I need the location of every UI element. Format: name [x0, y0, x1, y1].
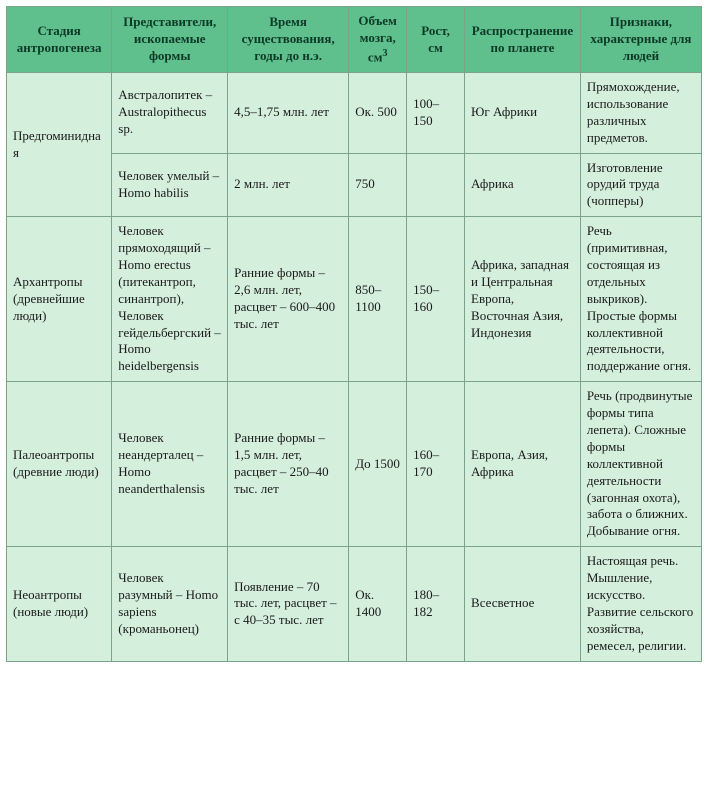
cell-stage: Предгоминидная — [7, 73, 112, 217]
cell-time: Ранние формы – 1,5 млн. лет, расцвет – 2… — [228, 382, 349, 547]
cell-time: 4,5–1,75 млн. лет — [228, 73, 349, 154]
cell-features: Изготовление орудий труда (чопперы) — [580, 153, 701, 217]
col-header-spread: Распространение по планете — [465, 7, 581, 73]
cell-height — [407, 153, 465, 217]
cell-time: Появление – 70 тыс. лет, расцвет – с 40–… — [228, 547, 349, 661]
col-header-stage: Стадия антропогенеза — [7, 7, 112, 73]
cell-spread: Африка, западная и Центральная Европа, В… — [465, 217, 581, 382]
cell-spread: Юг Африки — [465, 73, 581, 154]
cell-time: 2 млн. лет — [228, 153, 349, 217]
col-header-time: Время существования, годы до н.э. — [228, 7, 349, 73]
cell-spread: Европа, Азия, Африка — [465, 382, 581, 547]
cell-brain: 850–1100 — [349, 217, 407, 382]
table-row: Предгоминидная Австралопитек – Australop… — [7, 73, 702, 154]
cell-brain: Ок. 500 — [349, 73, 407, 154]
cell-spread: Всесветное — [465, 547, 581, 661]
cell-features: Речь (примитивная, состоящая из отдельны… — [580, 217, 701, 382]
cell-repr: Человек умелый – Homo habilis — [112, 153, 228, 217]
cell-features: Речь (продвинутые формы типа лепета). Сл… — [580, 382, 701, 547]
col-header-features: Признаки, характерные для людей — [580, 7, 701, 73]
cell-features: Настоящая речь. Мышление, искусство. Раз… — [580, 547, 701, 661]
cell-features: Прямохождение, использование различных п… — [580, 73, 701, 154]
cell-repr: Австралопитек – Australopithecus sp. — [112, 73, 228, 154]
cell-repr: Человек прямоходящий – Homo erectus (пит… — [112, 217, 228, 382]
cell-height: 160–170 — [407, 382, 465, 547]
col-header-height: Рост, см — [407, 7, 465, 73]
cell-height: 180–182 — [407, 547, 465, 661]
cell-repr: Человек неандерталец – Homo neanderthale… — [112, 382, 228, 547]
cell-height: 100–150 — [407, 73, 465, 154]
table-header-row: Стадия антропогенеза Представители, иско… — [7, 7, 702, 73]
cell-spread: Африка — [465, 153, 581, 217]
cell-stage: Неоантропы (новые люди) — [7, 547, 112, 661]
cell-brain: До 1500 — [349, 382, 407, 547]
table-row: Палеоантропы (древние люди) Человек неан… — [7, 382, 702, 547]
anthropogenesis-table: Стадия антропогенеза Представители, иско… — [6, 6, 702, 662]
cell-time: Ранние формы – 2,6 млн. лет, расцвет – 6… — [228, 217, 349, 382]
cell-stage: Архантропы (древнейшие люди) — [7, 217, 112, 382]
col-header-repr: Представители, ископаемые формы — [112, 7, 228, 73]
table-row: Архантропы (древнейшие люди) Человек пря… — [7, 217, 702, 382]
cell-brain: 750 — [349, 153, 407, 217]
col-header-brain: Объем мозга, см3 — [349, 7, 407, 73]
cell-repr: Человек разумный – Homo sapiens (кромань… — [112, 547, 228, 661]
cell-brain: Ок. 1400 — [349, 547, 407, 661]
table-row: Неоантропы (новые люди) Человек разумный… — [7, 547, 702, 661]
cell-stage: Палеоантропы (древние люди) — [7, 382, 112, 547]
cell-height: 150–160 — [407, 217, 465, 382]
